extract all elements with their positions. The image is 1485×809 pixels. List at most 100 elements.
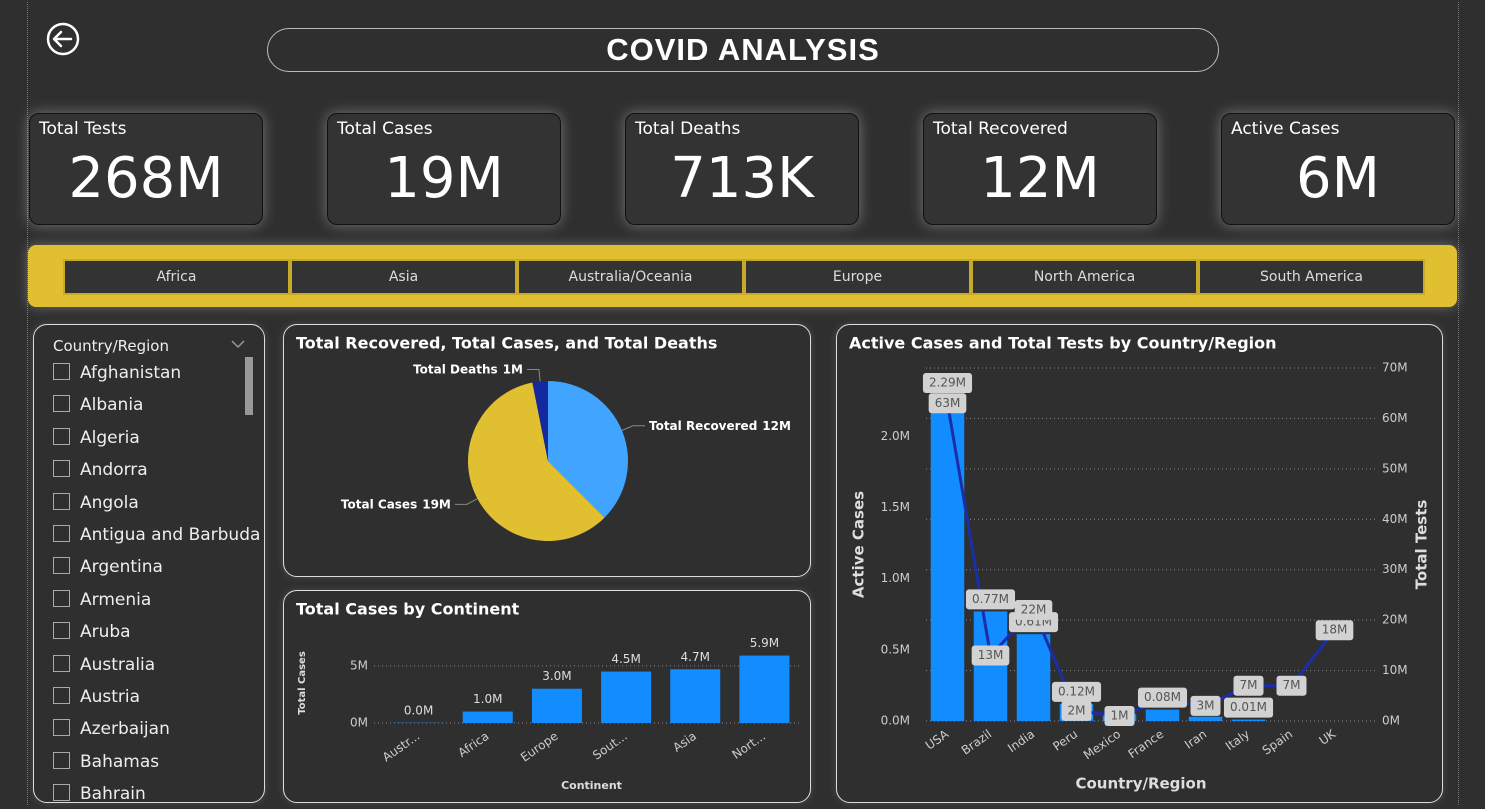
slicer-item[interactable]: Austria xyxy=(53,687,140,717)
pie-category: Total Recovered xyxy=(649,418,757,432)
checkbox[interactable] xyxy=(53,784,70,802)
kpi-card: Total Tests 268M xyxy=(29,113,263,225)
continent-button[interactable]: Asia xyxy=(290,259,517,295)
x-tick-label: Africa xyxy=(455,729,491,760)
data-label: 0.08M xyxy=(1144,690,1181,704)
data-label-box xyxy=(1223,697,1274,718)
x-tick-label: Spain xyxy=(1260,727,1295,758)
scrollbar[interactable] xyxy=(245,357,253,415)
x-axis-title: Country/Region xyxy=(1075,775,1206,793)
kpi-label: Total Cases xyxy=(337,119,433,139)
y-tick-label: 1.5M xyxy=(881,500,910,514)
y-tick-label: 0M xyxy=(350,716,368,730)
continent-button[interactable]: South America xyxy=(1198,259,1425,295)
checkbox[interactable] xyxy=(53,719,70,737)
data-label-box xyxy=(1051,681,1102,702)
kpi-card: Active Cases 6M xyxy=(1221,113,1455,225)
data-label: 0.0M xyxy=(404,703,433,717)
kpi-value: 268M xyxy=(68,146,224,211)
slicer-panel: Country/Region Afghanistan Albania Algeria… xyxy=(33,324,265,803)
slicer-item[interactable]: Angola xyxy=(53,492,139,523)
slicer-item[interactable]: Algeria xyxy=(53,427,140,458)
checkbox[interactable] xyxy=(53,525,70,542)
data-label-box xyxy=(928,393,967,414)
y2-tick-label: 0M xyxy=(1382,714,1400,728)
y2-tick-label: 60M xyxy=(1382,411,1408,425)
y-axis-title: Active Cases xyxy=(850,491,868,598)
bar xyxy=(462,711,513,723)
checkbox[interactable] xyxy=(53,363,70,380)
continent-button[interactable]: North America xyxy=(971,259,1198,295)
continent-button[interactable]: Africa xyxy=(63,259,290,295)
x-tick-label: Europe xyxy=(518,729,561,765)
slicer-item[interactable]: Aruba xyxy=(53,622,131,652)
chart: Total Cases by Continent 0M 5M Austr... Afri… xyxy=(296,600,799,792)
pie-slice xyxy=(548,381,628,518)
data-label-box xyxy=(1276,675,1307,696)
x-tick-label: India xyxy=(1005,727,1037,755)
bar xyxy=(1145,709,1180,721)
checkbox[interactable] xyxy=(53,492,70,510)
y-tick-label: 5M xyxy=(350,658,368,672)
data-label: 2.29M xyxy=(929,376,966,390)
kpi-value: 713K xyxy=(670,146,814,211)
checkbox[interactable] xyxy=(53,427,70,445)
chart: Total Recovered, Total Cases, and Total … xyxy=(296,334,791,541)
data-label: 18M xyxy=(1322,623,1348,637)
y-axis-title: Total Tests xyxy=(1413,500,1431,590)
slicer-item-label: Afghanistan xyxy=(80,363,182,383)
y-axis-title: Total Cases xyxy=(297,651,308,715)
bar xyxy=(930,395,965,721)
x-tick-label: USA xyxy=(923,726,952,752)
kpi-value: 6M xyxy=(1296,146,1380,211)
slicer-item[interactable]: Australia xyxy=(53,654,155,685)
bar xyxy=(670,669,721,723)
data-label-box xyxy=(1315,620,1354,641)
x-tick-label: Peru xyxy=(1050,727,1080,754)
checkbox[interactable] xyxy=(53,622,70,640)
y-tick-label: 1.0M xyxy=(881,571,910,585)
slicer-item[interactable]: Armenia xyxy=(53,589,151,620)
continent-button[interactable]: Europe xyxy=(744,259,971,295)
slicer-item[interactable]: Bahamas xyxy=(53,751,159,782)
continent-bar-panel: Total Cases by Continent 0M 5M Austr... Afri… xyxy=(283,590,811,803)
combo-panel: Active Cases and Total Tests by Country/… xyxy=(836,324,1443,803)
y2-tick-label: 20M xyxy=(1382,613,1408,627)
bar xyxy=(973,611,1008,721)
data-label-box xyxy=(965,589,1016,610)
slicer-item-label: Algeria xyxy=(80,427,140,448)
kpi-label: Total Deaths xyxy=(635,119,741,139)
continent-button[interactable]: Australia/Oceania xyxy=(517,259,744,295)
slicer-item[interactable]: Argentina xyxy=(53,557,163,587)
slicer-item-label: Bahrain xyxy=(80,784,146,803)
checkbox[interactable] xyxy=(53,395,70,413)
slicer-item[interactable]: Antigua and Barbuda xyxy=(53,525,260,555)
checkbox[interactable] xyxy=(53,751,70,769)
x-tick-label: Italy xyxy=(1223,727,1252,753)
data-label: 0.12M xyxy=(1058,684,1095,698)
checkbox[interactable] xyxy=(53,460,70,478)
data-label-box xyxy=(1190,695,1221,716)
checkbox[interactable] xyxy=(53,654,70,672)
slicer-item-label: Argentina xyxy=(80,557,163,578)
back-button[interactable] xyxy=(44,21,82,59)
data-label: 4.7M xyxy=(681,650,710,664)
slicer-item[interactable]: Albania xyxy=(53,395,143,425)
slicer-item[interactable]: Andorra xyxy=(53,460,148,490)
kpi-card: Total Recovered 12M xyxy=(923,113,1157,225)
x-tick-label: France xyxy=(1126,727,1167,761)
bar xyxy=(739,655,790,723)
checkbox[interactable] xyxy=(53,589,70,607)
x-axis-title: Continent xyxy=(561,779,622,792)
x-tick-label: Mexico xyxy=(1081,727,1123,763)
data-label: 22M xyxy=(1021,603,1047,617)
checkbox[interactable] xyxy=(53,687,70,704)
slicer-item[interactable]: Bahrain xyxy=(53,784,146,803)
x-tick-label: Iran xyxy=(1182,727,1209,752)
dropdown-chevron[interactable] xyxy=(231,339,245,349)
slicer-item[interactable]: Afghanistan xyxy=(53,363,181,393)
slicer-item[interactable]: Azerbaijan xyxy=(53,719,170,749)
checkbox[interactable] xyxy=(53,557,70,575)
slicer-item-label: Angola xyxy=(80,492,139,513)
kpi-value: 12M xyxy=(980,146,1100,211)
